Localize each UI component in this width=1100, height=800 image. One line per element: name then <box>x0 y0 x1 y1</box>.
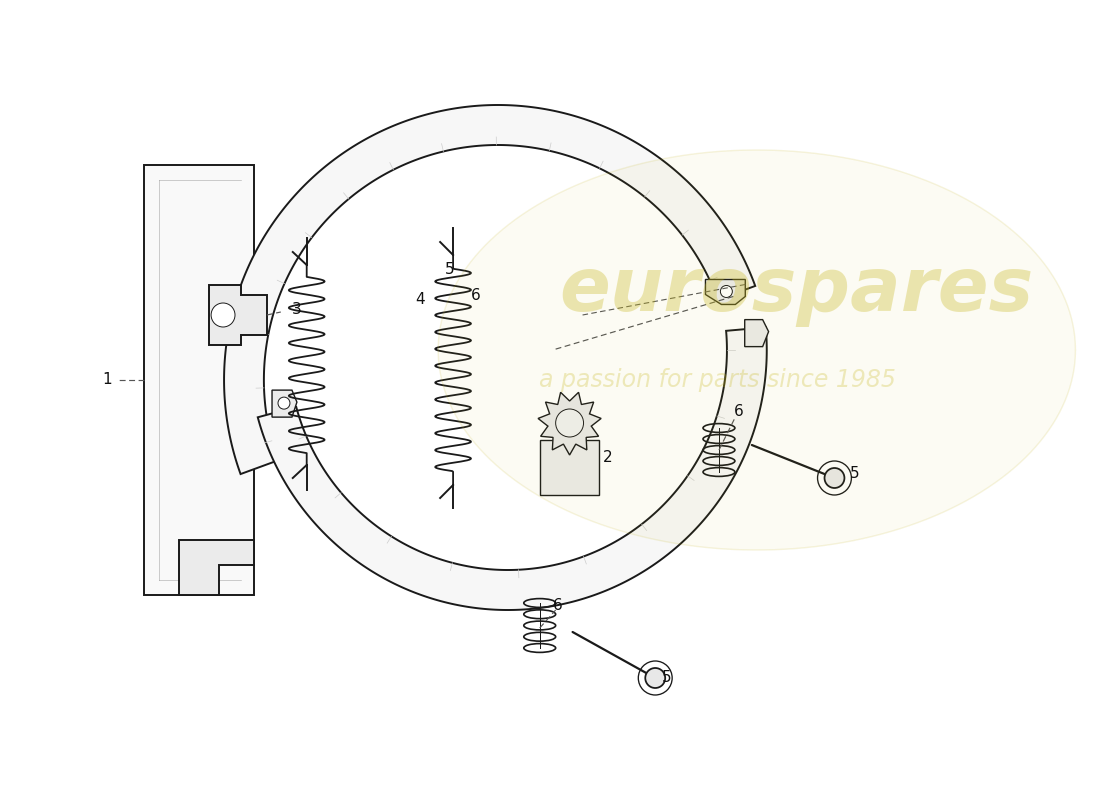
Polygon shape <box>144 165 254 595</box>
Polygon shape <box>438 150 1076 550</box>
Text: 2: 2 <box>603 450 613 466</box>
Circle shape <box>211 303 235 327</box>
Polygon shape <box>538 392 601 455</box>
Circle shape <box>825 468 845 488</box>
Text: a passion for parts since 1985: a passion for parts since 1985 <box>539 368 895 392</box>
Text: 5: 5 <box>849 466 859 482</box>
Polygon shape <box>705 279 746 305</box>
Polygon shape <box>179 540 254 595</box>
Text: 1: 1 <box>102 373 112 387</box>
Circle shape <box>556 409 583 437</box>
Polygon shape <box>224 105 756 474</box>
Polygon shape <box>272 390 297 417</box>
Circle shape <box>646 668 666 688</box>
Circle shape <box>720 286 733 298</box>
Polygon shape <box>540 440 600 495</box>
Polygon shape <box>209 285 267 345</box>
Text: 5: 5 <box>662 670 672 686</box>
Text: 6: 6 <box>553 598 562 613</box>
Text: 6: 6 <box>734 405 744 419</box>
Text: 5: 5 <box>446 262 455 278</box>
Text: 3: 3 <box>292 302 301 318</box>
Polygon shape <box>745 320 769 346</box>
Polygon shape <box>257 327 767 610</box>
Text: 6: 6 <box>471 287 481 302</box>
Text: eurospares: eurospares <box>560 254 1034 326</box>
Circle shape <box>278 397 290 409</box>
Text: 4: 4 <box>416 293 425 307</box>
